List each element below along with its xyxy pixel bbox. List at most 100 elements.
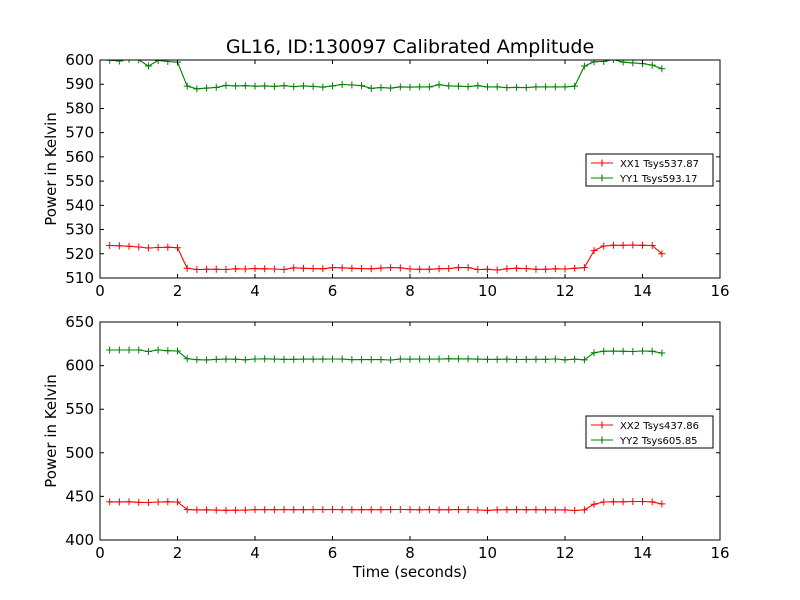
data-point — [241, 82, 249, 90]
data-point — [164, 243, 172, 251]
data-point — [299, 506, 307, 514]
data-point — [164, 347, 172, 355]
data-point — [203, 356, 211, 364]
data-point — [658, 65, 666, 73]
y-tick-label: 650 — [65, 313, 94, 331]
series-line-2 — [109, 349, 662, 361]
x-tick-label: 2 — [173, 544, 183, 562]
data-point — [464, 355, 472, 363]
data-point — [561, 83, 569, 91]
legend-swatch — [591, 436, 613, 444]
y-tick-label: 540 — [65, 196, 94, 214]
data-point — [590, 60, 598, 66]
y-tick-label: 500 — [65, 444, 94, 462]
data-point — [522, 265, 530, 273]
data-point — [241, 265, 249, 273]
legend-swatch — [591, 174, 613, 182]
data-point — [416, 355, 424, 363]
series-line-2 — [109, 60, 663, 90]
data-point — [183, 355, 191, 363]
data-point — [474, 506, 482, 514]
data-point — [203, 265, 211, 273]
data-point — [387, 506, 395, 514]
data-point — [542, 506, 550, 514]
data-point — [290, 264, 298, 272]
x-tick-label: 16 — [710, 282, 729, 300]
data-point — [232, 82, 240, 90]
data-point — [619, 60, 627, 66]
data-point — [270, 82, 278, 90]
data-point — [454, 506, 462, 514]
data-point — [571, 355, 579, 363]
data-point — [309, 82, 317, 90]
data-point — [280, 355, 288, 363]
data-point — [299, 264, 307, 272]
data-point — [522, 84, 530, 92]
data-point — [338, 506, 346, 514]
data-point — [358, 356, 366, 364]
data-point — [261, 265, 269, 273]
data-point — [377, 84, 385, 92]
bottom-subplot: 0 2 4 6 8 10 12 14 16 400 450 500 550 600 650 Power in … — [42, 313, 730, 581]
data-point — [203, 84, 211, 92]
y-tick-label: 570 — [65, 124, 94, 142]
data-point — [212, 83, 220, 91]
data-point — [299, 82, 307, 90]
data-point — [135, 243, 143, 251]
data-point — [551, 83, 559, 91]
x-tick-label: 0 — [95, 282, 105, 300]
top-subplot: 0 2 4 6 8 10 12 14 16 510 520 530 540 550 560 570 580 590… — [42, 51, 730, 300]
data-point — [406, 506, 414, 514]
data-point — [474, 82, 482, 90]
data-point — [406, 83, 414, 91]
data-point — [590, 349, 598, 357]
data-point — [377, 506, 385, 514]
data-point — [464, 83, 472, 91]
data-point — [241, 506, 249, 514]
y-tick-label: 450 — [65, 487, 94, 505]
data-point — [183, 506, 191, 514]
data-point — [425, 265, 433, 273]
data-point — [106, 498, 114, 506]
data-point — [183, 264, 191, 272]
legend-swatch — [591, 421, 613, 429]
x-tick-label: 12 — [555, 282, 574, 300]
x-tick-label: 0 — [95, 544, 105, 562]
data-point — [639, 347, 646, 355]
data-point — [522, 506, 530, 514]
data-point — [135, 498, 143, 506]
data-point — [193, 85, 201, 93]
data-point — [387, 356, 395, 364]
x-tick-label: 10 — [478, 282, 497, 300]
data-point — [241, 356, 249, 364]
data-point — [261, 355, 269, 363]
data-point — [416, 506, 424, 514]
data-point — [561, 506, 569, 514]
data-point — [435, 81, 443, 89]
y-tick-label: 590 — [65, 75, 94, 93]
y-tick-label: 600 — [65, 357, 94, 375]
data-point — [319, 83, 327, 91]
data-point — [551, 265, 559, 273]
data-point — [319, 506, 327, 514]
y-tick-label: 580 — [65, 99, 94, 117]
data-point — [503, 84, 511, 92]
data-point — [493, 83, 501, 91]
data-point — [658, 349, 666, 357]
data-point — [212, 265, 220, 273]
data-point — [348, 356, 356, 364]
data-point — [251, 355, 259, 363]
data-point — [503, 506, 511, 514]
data-point — [454, 264, 462, 272]
data-point — [193, 506, 201, 514]
x-tick-label: 8 — [405, 544, 415, 562]
data-point — [329, 82, 336, 90]
data-point — [329, 505, 336, 513]
data-point — [619, 347, 627, 355]
x-tick-label: 4 — [250, 544, 260, 562]
data-point — [551, 506, 559, 514]
data-point — [387, 84, 395, 92]
legend: XX1 Tsys537.87 YY1 Tsys593.17 — [585, 153, 714, 187]
data-point — [513, 264, 521, 272]
data-point — [639, 241, 646, 249]
